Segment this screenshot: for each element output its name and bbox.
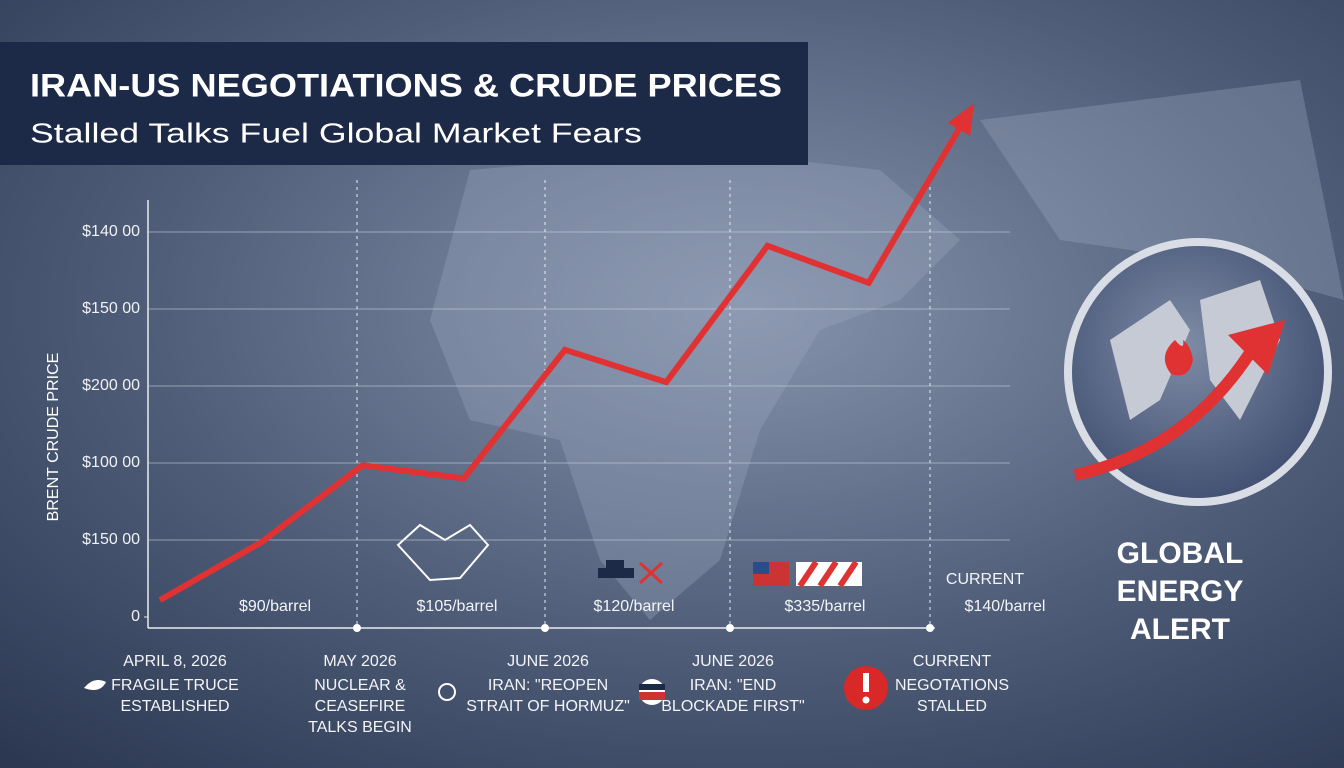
alert-text: GLOBAL	[1117, 537, 1244, 570]
title: IRAN-US NEGOTIATIONS & CRUDE PRICES	[30, 67, 782, 103]
event-date: JUNE 2026	[507, 653, 589, 670]
event-dot	[926, 624, 934, 632]
y-tick-label: $200 00	[82, 377, 140, 394]
title-banner	[0, 42, 808, 165]
flag-barrier-icon	[753, 560, 862, 588]
y-tick-label: $150 00	[82, 531, 140, 548]
event-text: ESTABLISHED	[120, 698, 229, 715]
event-text: FRAGILE TRUCE	[111, 677, 239, 694]
event-date: JUNE 2026	[692, 653, 774, 670]
price-label: $90/barrel	[239, 598, 311, 615]
event-text: STRAIT OF HORMUZ"	[466, 698, 630, 715]
event-text: IRAN: "END	[690, 677, 777, 694]
event-text: IRAN: "REOPEN	[488, 677, 608, 694]
event-date: CURRENT	[913, 653, 991, 670]
price-label: $105/barrel	[417, 598, 498, 615]
event-text: CEASEFIRE	[315, 698, 406, 715]
event-text: BLOCKADE FIRST"	[661, 698, 804, 715]
y-tick-label: $150 00	[82, 300, 140, 317]
price-label: $120/barrel	[594, 598, 675, 615]
price-line	[158, 108, 973, 603]
y-tick-label: $140 00	[82, 223, 140, 240]
y-axis-label: BRENT CRUDE PRICE	[45, 353, 62, 522]
event-text: STALLED	[917, 698, 987, 715]
event-date: APRIL 8, 2026	[123, 653, 227, 670]
chain-icon	[438, 683, 456, 701]
dove-icon	[84, 680, 106, 690]
price-label: $335/barrel	[785, 598, 866, 615]
event-text: NEGOTATIONS	[895, 677, 1009, 694]
event-dot	[726, 624, 734, 632]
alert-text: ENERGY	[1117, 575, 1244, 608]
arrow-head	[947, 103, 975, 136]
alert-icon	[844, 666, 888, 710]
handshake-icon	[396, 523, 490, 582]
event-date: MAY 2026	[323, 653, 396, 670]
event-text: TALKS BEGIN	[308, 719, 412, 736]
event-dot	[353, 624, 361, 632]
globe-icon	[1064, 238, 1332, 506]
event-text: NUCLEAR &	[314, 677, 406, 694]
oil-drop-icon	[639, 679, 665, 705]
subtitle: Stalled Talks Fuel Global Market Fears	[30, 117, 642, 148]
event-dot	[541, 624, 549, 632]
alert-text: ALERT	[1130, 613, 1230, 646]
price-label: CURRENT	[946, 571, 1024, 588]
y-tick-label: $100 00	[82, 454, 140, 471]
y-tick-label: 0	[131, 608, 140, 625]
price-label: $140/barrel	[965, 598, 1046, 615]
ship-icon	[598, 560, 664, 585]
